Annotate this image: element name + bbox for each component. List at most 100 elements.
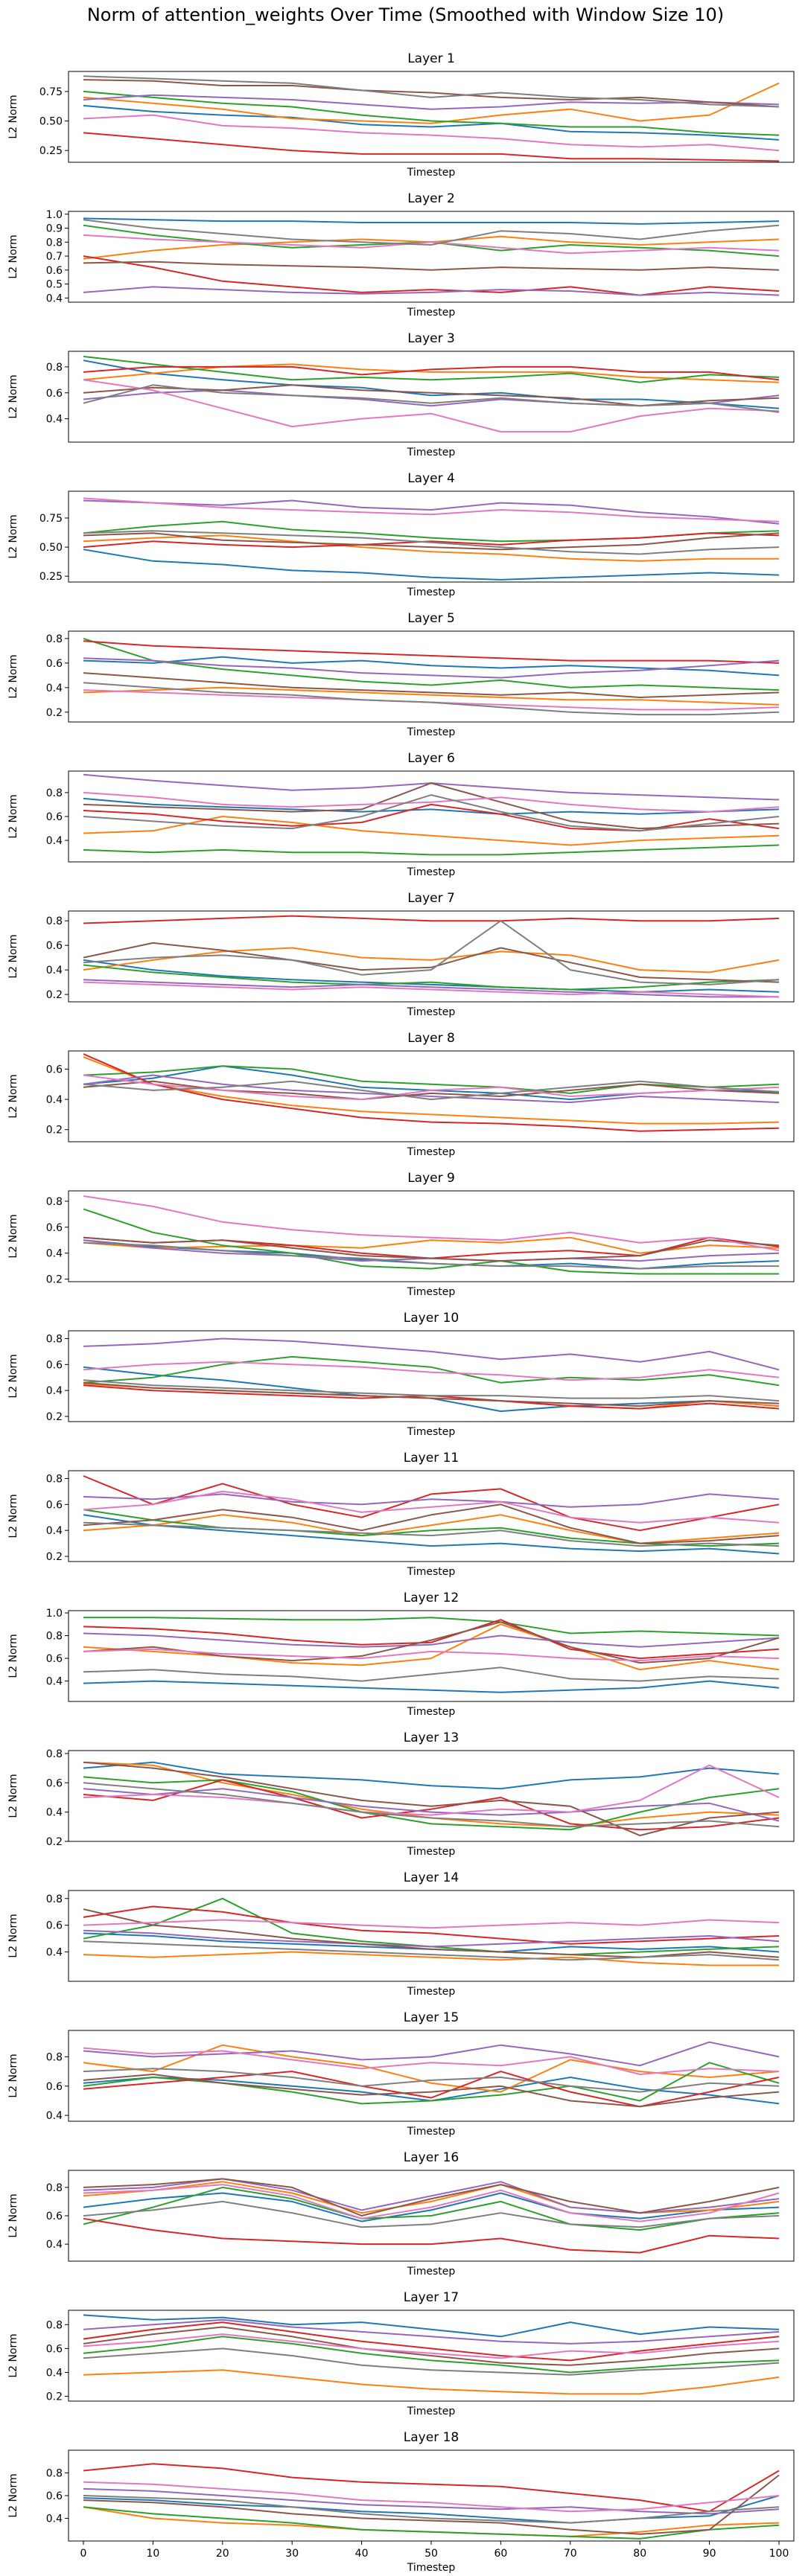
figure-title: Norm of attention_weights Over Time (Smo… [86,4,725,25]
series-line-6 [83,1080,780,1101]
y-tick-label: 0.2 [46,989,63,1001]
x-tick-label: 20 [216,2548,229,2560]
y-tick-label: 0.2 [46,1125,63,1137]
series-line-8 [83,1379,780,1402]
y-tick-label: 0.2 [46,1274,63,1286]
series-line-6 [83,782,780,830]
series-line-6 [83,1236,780,1262]
y-tick-label: 0.8 [46,915,63,927]
series-line-8 [83,1080,780,1101]
x-tick-label: 60 [494,2548,507,2560]
series-line-7 [83,2333,780,2359]
x-tick-label: 100 [769,2548,789,2560]
y-tick-label: 0.75 [39,86,63,98]
series-line-8 [83,1782,780,1828]
series-line-3 [83,1509,780,1547]
series-line-4 [83,1053,780,1132]
y-tick-label: 0.4 [46,1676,63,1688]
series-line-2 [83,235,780,260]
y-tick-label: 0.6 [46,388,63,400]
subplot-layer-4: Layer 4 0.25 0.50 0.75 Timestep L2 Norm [7,471,795,598]
series-line-4 [83,640,780,664]
subplot-layer-9: Layer 9 0.2 0.4 0.6 0.8 Timestep L2 Norm [7,1171,795,1298]
series-line-4 [83,1779,780,1831]
series-line-6 [83,1908,780,1958]
subplot-layer-18: Layer 18 0.4 0.6 0.8 0 10 20 30 40 50 60 70 80 90 100 T… [7,2430,795,2574]
y-tick-label: 0.8 [46,362,63,374]
series-line-5 [83,499,780,525]
series-line-4 [83,803,780,832]
subplot-layer-15: Layer 15 0.4 0.6 0.8 Timestep L2 Norm [7,2010,795,2138]
y-tick-label: 0.4 [46,683,63,694]
series-line-8 [83,920,780,985]
y-tick-label: 0.75 [39,513,63,525]
y-tick-label: 0.4 [46,1947,63,1959]
y-tick-label: 0.4 [46,2367,63,2379]
y-axis-label: L2 Norm [7,95,19,138]
series-line-6 [83,672,780,698]
plot-frame [68,71,795,163]
series-line-4 [83,365,780,381]
y-axis-label: L2 Norm [7,514,19,558]
series-line-7 [83,2047,780,2075]
x-axis-label: Timestep [407,1846,456,1858]
y-tick-label: 0.2 [46,1411,63,1423]
y-tick-label: 0.2 [46,1836,63,1848]
series-line-7 [83,2481,780,2513]
plot-frame [68,1190,795,1282]
series-line-3 [83,1617,780,1637]
series-line-1 [83,359,780,409]
subplot-title: Layer 13 [404,1730,459,1745]
series-line-2 [83,816,780,846]
series-line-7 [83,379,780,433]
series-line-2 [83,1951,779,1966]
y-tick-label: 0.8 [46,2319,63,2331]
y-tick-label: 0.8 [46,2051,63,2063]
series-line-1 [83,959,780,993]
x-tick-label: 40 [355,2548,369,2560]
series-line-6 [83,384,780,407]
series-line-5 [83,1337,780,1371]
y-axis-label: L2 Norm [7,654,19,698]
series-line-6 [83,261,780,271]
subplot-layer-16: Layer 16 0.4 0.6 0.8 Timestep L2 Norm [7,2150,795,2278]
series-line-2 [83,2044,780,2093]
plot-frame [68,1890,795,1982]
subplot-title: Layer 7 [407,891,455,906]
plot-frame [68,1610,795,1702]
y-tick-label: 0.4 [46,1807,63,1819]
x-axis-label: Timestep [407,1986,456,1998]
series-line-2 [83,534,779,562]
y-tick-label: 0.6 [46,1222,63,1234]
series-line-3 [83,1776,780,1831]
y-tick-label: 0.2 [46,2391,63,2403]
series-line-4 [83,2071,780,2108]
subplot-title: Layer 9 [407,1171,455,1186]
y-tick-label: 0.2 [46,707,63,719]
series-line-5 [83,94,780,110]
y-tick-label: 0.6 [46,1777,63,1789]
y-tick-label: 0.6 [46,2490,63,2502]
series-line-2 [83,686,780,706]
series-line-7 [83,1490,780,1524]
subplot-layer-11: Layer 11 0.2 0.4 0.6 0.8 Timestep L2 Norm [7,1451,795,1578]
series-line-5 [83,1929,780,1948]
y-tick-label: 0.2 [46,1551,63,1563]
x-axis-label: Timestep [407,1566,456,1578]
subplot-title: Layer 3 [407,331,455,346]
y-tick-label: 0.4 [46,1248,63,1260]
y-axis-label: L2 Norm [7,2193,19,2237]
y-axis-label: L2 Norm [7,934,19,978]
series-line-1 [83,2314,780,2338]
series-line-7 [83,234,780,255]
series-line-2 [83,2181,780,2214]
series-line-8 [83,2348,780,2376]
series-line-3 [83,844,780,856]
series-line-1 [83,217,780,225]
subplot-title: Layer 2 [407,191,455,206]
series-line-7 [83,1195,780,1252]
series-line-6 [83,2326,780,2366]
plot-frame [68,490,795,583]
x-tick-label: 0 [80,2548,87,2560]
y-axis-label: L2 Norm [7,1074,19,1118]
